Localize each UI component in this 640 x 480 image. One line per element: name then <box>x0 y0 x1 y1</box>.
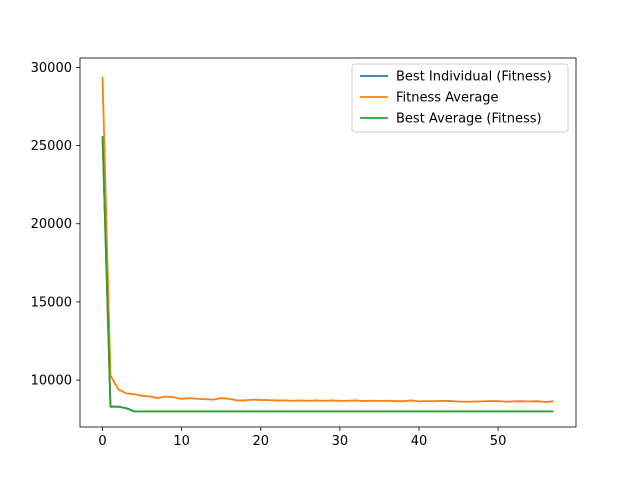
series-layer <box>101 76 554 413</box>
y-tick-label: 20000 <box>31 217 72 232</box>
legend-label-1: Fitness Average <box>396 91 499 106</box>
x-tick-label: 30 <box>332 434 349 449</box>
x-tick-label: 50 <box>490 434 507 449</box>
y-tick-label: 25000 <box>31 139 72 154</box>
x-tick-label: 20 <box>252 434 269 449</box>
plot-frame <box>79 57 577 428</box>
x-axis: 0 10 20 30 40 50 <box>98 427 506 449</box>
x-tick-label: 0 <box>98 434 106 449</box>
y-tick-label: 10000 <box>31 374 72 389</box>
y-tick-label: 30000 <box>31 61 72 76</box>
y-tick-label: 15000 <box>31 295 72 310</box>
series-line-2 <box>101 136 554 413</box>
y-axis: 10000 15000 20000 25000 30000 <box>31 61 80 389</box>
series-line-1 <box>101 76 554 403</box>
x-tick-label: 40 <box>411 434 428 449</box>
x-tick-label: 10 <box>173 434 190 449</box>
legend: Best Individual (Fitness) Fitness Average… <box>351 63 569 133</box>
legend-box <box>351 63 569 133</box>
legend-label-2: Best Average (Fitness) <box>396 112 542 127</box>
legend-label-0: Best Individual (Fitness) <box>396 70 552 85</box>
